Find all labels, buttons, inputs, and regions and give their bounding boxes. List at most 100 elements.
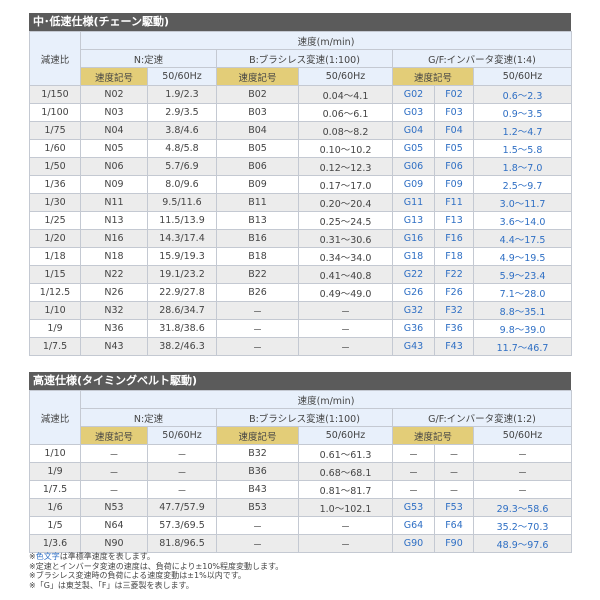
table-cell: 7.1～28.0 bbox=[472, 283, 573, 302]
table-cell: － bbox=[298, 301, 393, 320]
table-row: 1/60 N05 4.8/5.8 B05 0.10～10.2 G05 F05 1.5～5.8 bbox=[29, 139, 573, 158]
table-cell: 38.2/46.3 bbox=[147, 337, 217, 356]
table-row: 1/75 N04 3.8/4.6 B04 0.08～8.2 G04 F04 1.2～4.7 bbox=[29, 121, 573, 140]
table-row: 1/15 N22 19.1/23.2 B22 0.41～40.8 G22 F22 5.9～23… bbox=[29, 265, 573, 284]
table-cell: 15.9/19.3 bbox=[147, 247, 217, 266]
table-cell: － bbox=[434, 444, 474, 463]
table-cell: G06 bbox=[392, 157, 435, 176]
table-row: 1/7.5 N43 38.2/46.3 －－ G43 F43 11.7～46.7 bbox=[29, 337, 573, 356]
table-cell: － bbox=[472, 444, 573, 463]
group-gf-header: G/F:インバータ変速(1:4) bbox=[391, 49, 573, 68]
table-row: 1/6 N53 47.7/57.9 B53 1.0～102.1 G53 F53 29.3～58… bbox=[29, 498, 573, 517]
table-cell: B03 bbox=[216, 103, 299, 122]
table-cell: 0.17～17.0 bbox=[298, 175, 393, 194]
table-title: 中･低速仕様(チェーン駆動) bbox=[29, 13, 571, 31]
table-cell: － bbox=[434, 480, 474, 499]
group-n-header: N:定速 bbox=[80, 49, 217, 68]
table-cell: G53 bbox=[392, 498, 435, 517]
hz-header: 50/60Hz bbox=[298, 67, 393, 86]
table-cell: 81.8/96.5 bbox=[147, 534, 217, 553]
table-cell: F16 bbox=[434, 229, 474, 248]
table-cell: 1/3.6 bbox=[29, 534, 81, 553]
table-cell: B36 bbox=[216, 462, 299, 481]
table-cell: F36 bbox=[434, 319, 474, 338]
table-cell: 4.4～17.5 bbox=[472, 229, 573, 248]
table-cell: － bbox=[147, 480, 217, 499]
table-row: 1/25 N13 11.5/13.9 B13 0.25～24.5 G13 F13 3.6～14… bbox=[29, 211, 573, 230]
table-cell: G26 bbox=[392, 283, 435, 302]
table-cell: G09 bbox=[392, 175, 435, 194]
table-cell: B16 bbox=[216, 229, 299, 248]
table-cell: － bbox=[80, 462, 148, 481]
table-row: 1/10 －－ B32 0.61～61.3 －－－ bbox=[29, 444, 573, 463]
table-cell: F43 bbox=[434, 337, 474, 356]
table-row: 1/12.5 N26 22.9/27.8 B26 0.49～49.0 G26 F26 7.1～… bbox=[29, 283, 573, 302]
speed-table: 減速比 速度(m/min) N:定速 B:ブラシレス変速(1:100) G/F:… bbox=[29, 31, 573, 356]
table-cell: 19.1/23.2 bbox=[147, 265, 217, 284]
table-cell: B06 bbox=[216, 157, 299, 176]
code-header: 速度記号 bbox=[392, 426, 474, 445]
table-cell: N36 bbox=[80, 319, 148, 338]
ratio-header: 減速比 bbox=[29, 390, 81, 445]
table-cell: 0.06～6.1 bbox=[298, 103, 393, 122]
table-cell: － bbox=[298, 319, 393, 338]
table-cell: 3.8/4.6 bbox=[147, 121, 217, 140]
table-row: 1/7.5 －－ B43 0.81～81.7 －－－ bbox=[29, 480, 573, 499]
table-cell: F26 bbox=[434, 283, 474, 302]
table-cell: 47.7/57.9 bbox=[147, 498, 217, 517]
table-row: 1/30 N11 9.5/11.6 B11 0.20～20.4 G11 F11 3.0～11.… bbox=[29, 193, 573, 212]
table-cell: N32 bbox=[80, 301, 148, 320]
table-cell: G11 bbox=[392, 193, 435, 212]
table-cell: 3.6～14.0 bbox=[472, 211, 573, 230]
table-cell: N16 bbox=[80, 229, 148, 248]
hz-header: 50/60Hz bbox=[472, 426, 573, 445]
table-row: 1/18 N18 15.9/19.3 B18 0.34～34.0 G18 F18 4.9～19… bbox=[29, 247, 573, 266]
note-3: ※ブラシレス変速時の負荷による速度変動は±1%以内です。 bbox=[29, 571, 246, 580]
table-cell: 1/20 bbox=[29, 229, 81, 248]
table-cell: G04 bbox=[392, 121, 435, 140]
table-cell: － bbox=[392, 462, 435, 481]
table-cell: － bbox=[392, 480, 435, 499]
table-cell: － bbox=[298, 516, 393, 535]
table-cell: F90 bbox=[434, 534, 474, 553]
speed-header: 速度(m/min) bbox=[79, 31, 573, 50]
table-cell: N26 bbox=[80, 283, 148, 302]
group-gf-header: G/F:インバータ変速(1:2) bbox=[391, 408, 573, 427]
table-cell: 8.0/9.6 bbox=[147, 175, 217, 194]
table-cell: 9.8～39.0 bbox=[472, 319, 573, 338]
table-cell: B05 bbox=[216, 139, 299, 158]
table-cell: 3.0～11.7 bbox=[472, 193, 573, 212]
table-cell: 1/7.5 bbox=[29, 337, 81, 356]
table-cell: 1.5～5.8 bbox=[472, 139, 573, 158]
hz-header: 50/60Hz bbox=[298, 426, 393, 445]
table-cell: F22 bbox=[434, 265, 474, 284]
table-cell: B18 bbox=[216, 247, 299, 266]
table-cell: 0.10～10.2 bbox=[298, 139, 393, 158]
table-cell: B02 bbox=[216, 85, 299, 104]
table-cell: － bbox=[216, 301, 299, 320]
table-cell: 0.68～68.1 bbox=[298, 462, 393, 481]
table-cell: － bbox=[216, 516, 299, 535]
note-prefix: ※ bbox=[29, 552, 36, 561]
table-cell: 2.5～9.7 bbox=[472, 175, 573, 194]
table-cell: 1/10 bbox=[29, 301, 81, 320]
speed-header: 速度(m/min) bbox=[79, 390, 573, 409]
table-cell: 0.41～40.8 bbox=[298, 265, 393, 284]
table-cell: B53 bbox=[216, 498, 299, 517]
table-row: 1/3.6 N90 81.8/96.5 －－ G90 F90 48.9～97.6 bbox=[29, 534, 573, 553]
table-cell: N02 bbox=[80, 85, 148, 104]
table-cell: 1/25 bbox=[29, 211, 81, 230]
table-cell: N43 bbox=[80, 337, 148, 356]
table-cell: 29.3～58.6 bbox=[472, 498, 573, 517]
table-cell: N22 bbox=[80, 265, 148, 284]
table-cell: 1.2～4.7 bbox=[472, 121, 573, 140]
table-row: 1/50 N06 5.7/6.9 B06 0.12～12.3 G06 F06 1.8～7.0 bbox=[29, 157, 573, 176]
table-cell: B26 bbox=[216, 283, 299, 302]
table-cell: 8.8～35.1 bbox=[472, 301, 573, 320]
table-cell: F09 bbox=[434, 175, 474, 194]
table-cell: N11 bbox=[80, 193, 148, 212]
table-cell: B04 bbox=[216, 121, 299, 140]
code-header: 速度記号 bbox=[80, 426, 148, 445]
table-cell: 1/15 bbox=[29, 265, 81, 284]
table-cell: N13 bbox=[80, 211, 148, 230]
